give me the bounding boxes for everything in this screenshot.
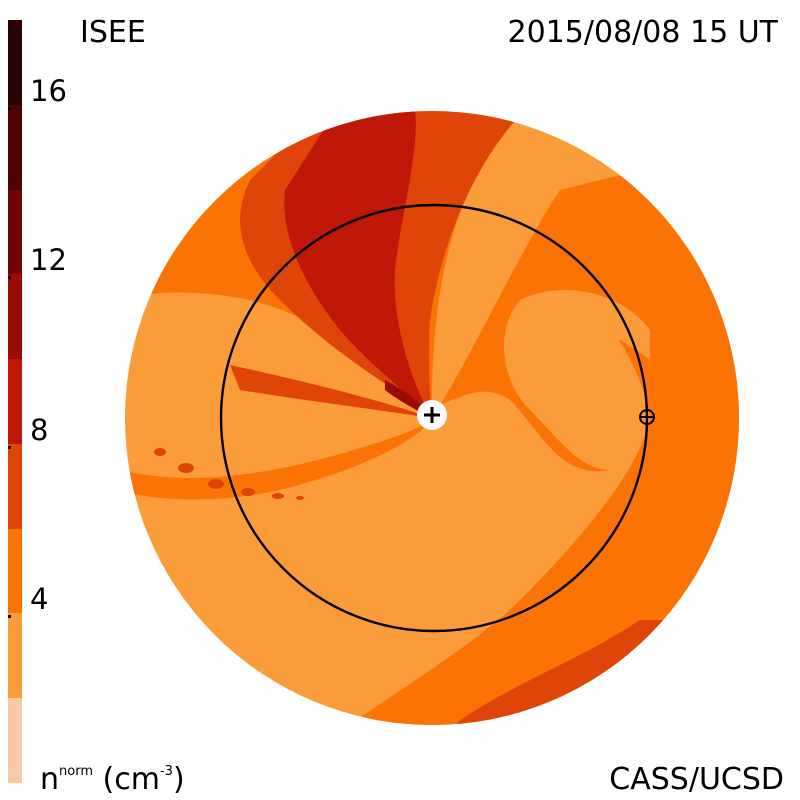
units-exp: -3	[159, 764, 173, 779]
colorbar-tick-label-4: 4	[30, 582, 49, 617]
colorbar-tick-mark-12	[8, 276, 11, 280]
colorbar-band-5	[8, 274, 22, 360]
units-main: n	[40, 762, 60, 797]
density-band-medium-south	[125, 418, 432, 500]
density-band-high-arc	[230, 365, 432, 418]
colorbar-band-0	[8, 698, 22, 783]
colorbar-band-1	[8, 613, 22, 699]
earth-marker	[639, 409, 655, 425]
credit-label: CASS/UCSD	[609, 762, 784, 797]
density-band-low-center	[440, 395, 510, 423]
colorbar-tick-label-12: 12	[30, 243, 67, 278]
colorbar-band-4	[8, 359, 22, 444]
density-band-peak	[284, 111, 432, 418]
colorbar-band-8	[8, 20, 22, 105]
density-blobs-southwest	[154, 448, 304, 500]
model-title: ISEE	[80, 15, 146, 50]
colorbar-band-6	[8, 189, 22, 275]
units-label: nnorm (cm-3)	[40, 765, 185, 795]
colorbar-tick-mark-4	[8, 615, 11, 619]
units-close: )	[172, 762, 185, 797]
colorbar	[8, 20, 22, 783]
sun-marker	[417, 400, 447, 430]
colorbar-tick-label-16: 16	[30, 73, 67, 108]
colorbar-band-3	[8, 443, 22, 529]
colorbar-tick-label-8: 8	[30, 412, 49, 447]
timestamp-title: 2015/08/08 15 UT	[507, 15, 778, 50]
colorbar-band-7	[8, 104, 22, 190]
units-paren: (cm	[93, 762, 160, 797]
units-sup: norm	[59, 764, 93, 779]
colorbar-band-2	[8, 528, 22, 614]
colorbar-tick-mark-16	[8, 106, 11, 110]
density-band-low-east	[503, 290, 650, 470]
colorbar-tick-mark-8	[8, 445, 11, 449]
density-band-medium-east	[300, 170, 739, 725]
